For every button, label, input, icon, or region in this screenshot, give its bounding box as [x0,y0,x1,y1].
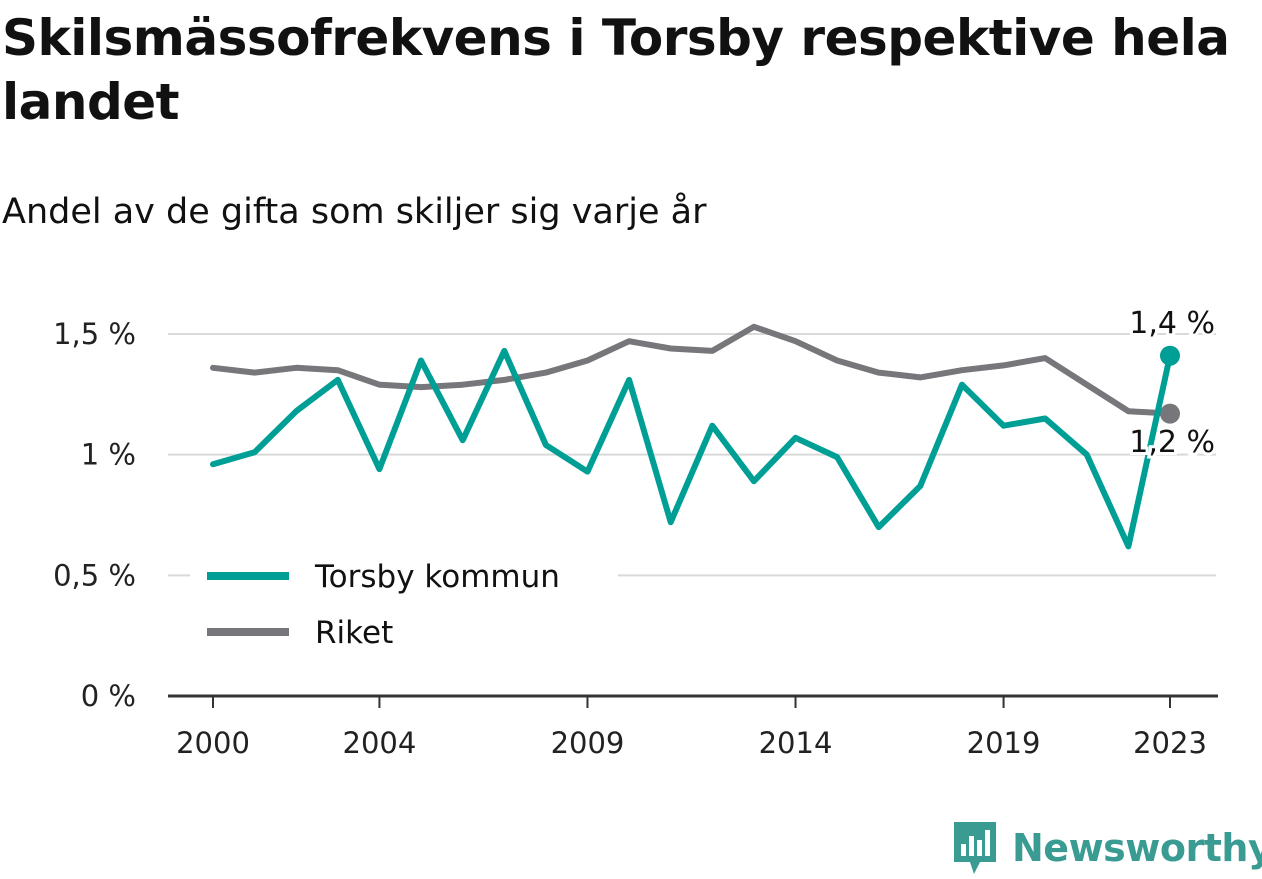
newsworthy-logo-icon [954,822,996,874]
series-end-point [1160,345,1180,366]
y-tick-label: 1 % [81,438,136,472]
brand-name: Newsworthy [1012,826,1262,870]
legend: Torsby kommun Riket [190,548,618,664]
x-tick-label: 2009 [551,726,625,760]
legend-label: Riket [315,615,393,651]
y-tick-label: 0,5 % [53,558,136,592]
series-lines [210,323,1180,550]
x-tick-label: 2000 [176,726,250,760]
end-value-label: 1,2 % [1129,425,1215,460]
series-line [210,323,1173,417]
legend-label: Torsby kommun [314,559,560,595]
chart-title: Skilsmässofrekvens i Torsby respektive h… [2,9,1230,131]
legend-background [190,548,618,664]
chart-subtitle: Andel av de gifta som skiljer sig varje … [2,192,707,232]
x-axis: 2000 2004 2009 2014 2019 2023 [168,694,1218,760]
y-axis-ticks: 0 % 0,5 % 1 % 1,5 % [53,317,136,713]
end-labels: 1,4 % 1,2 % [1126,303,1218,463]
x-tick-label: 2014 [759,726,833,760]
end-value-label: 1,4 % [1129,306,1215,341]
x-tick-label: 2023 [1133,726,1207,760]
x-tick-label: 2004 [343,726,417,760]
y-tick-label: 1,5 % [53,317,136,351]
series-line [210,347,1173,550]
x-tick-label: 2019 [967,726,1041,760]
newsworthy-brand: Newsworthy [950,818,1262,878]
y-tick-label: 0 % [81,679,136,713]
series-end-point [1160,403,1180,424]
